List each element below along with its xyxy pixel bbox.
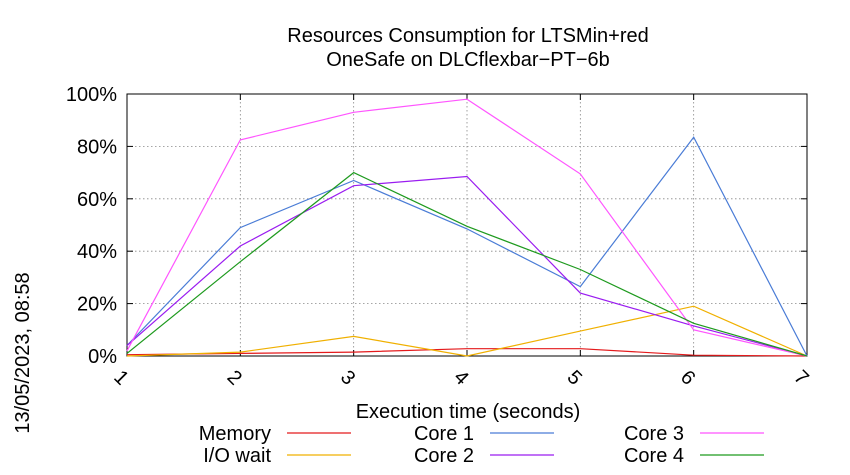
y-tick-label: 40% (77, 241, 117, 263)
chart-title-line-2: OneSafe on DLCflexbar−PT−6b (326, 49, 610, 71)
legend-label-core-2: Core 2 (414, 445, 474, 467)
timestamp-label: 13/05/2023, 08:58 (12, 272, 34, 433)
chart-title-line-1: Resources Consumption for LTSMin+red (287, 25, 648, 47)
y-tick-label: 100% (66, 84, 117, 106)
y-tick-label: 0% (88, 346, 117, 368)
x-tick-label: 6 (676, 366, 699, 389)
legend-label-core-3: Core 3 (624, 423, 684, 445)
x-tick-label: 5 (563, 366, 586, 389)
series-line-core-2 (126, 175, 808, 357)
legend-label-core-4: Core 4 (624, 445, 684, 467)
grid (127, 94, 807, 356)
series-line-i-o-wait (126, 305, 808, 357)
legend-label-core-1: Core 1 (414, 423, 474, 445)
x-tick-label: 1 (109, 366, 132, 389)
series-line-core-1 (126, 136, 808, 357)
series-line-core-4 (126, 171, 808, 357)
x-axis-label: Execution time (seconds) (356, 401, 581, 423)
x-tick-label: 4 (449, 366, 472, 389)
y-tick-label: 20% (77, 294, 117, 316)
axes: 0% 20% 40% 60% 80% 100% 1 2 3 4 5 6 7 (66, 84, 813, 390)
x-tick-label: 2 (223, 366, 246, 389)
y-tick-label: 60% (77, 189, 117, 211)
legend-label-memory: Memory (199, 423, 271, 445)
series-lines (126, 98, 808, 357)
legend-label-i-o-wait: I/O wait (203, 445, 271, 467)
plot-frame (126, 93, 808, 357)
y-tick-label: 80% (77, 136, 117, 158)
x-tick-label: 3 (336, 366, 359, 389)
x-tick-label: 7 (789, 366, 812, 389)
series-line-core-3 (126, 98, 808, 357)
series-line-memory (126, 348, 808, 357)
